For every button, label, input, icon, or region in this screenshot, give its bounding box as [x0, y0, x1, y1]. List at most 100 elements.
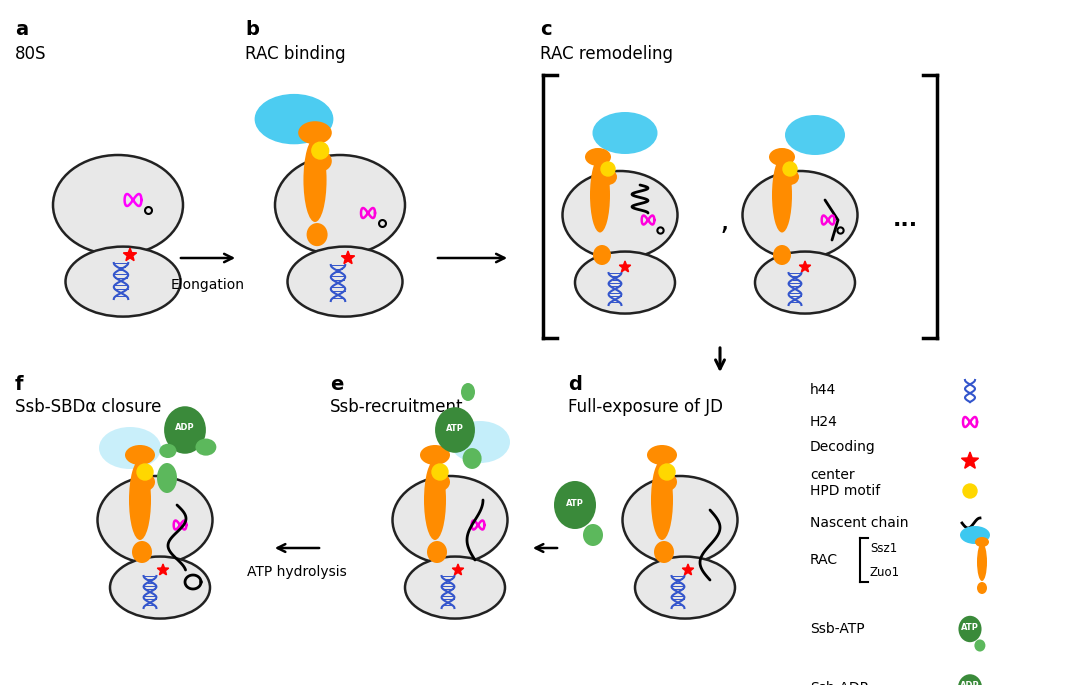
Polygon shape [341, 251, 354, 264]
Text: ATP hydrolysis: ATP hydrolysis [247, 565, 347, 579]
Text: HPD motif: HPD motif [810, 484, 880, 498]
Ellipse shape [462, 448, 482, 469]
Ellipse shape [635, 556, 735, 619]
Ellipse shape [977, 543, 987, 581]
Ellipse shape [157, 463, 177, 493]
Circle shape [312, 142, 328, 159]
Ellipse shape [593, 245, 611, 265]
Ellipse shape [160, 444, 176, 458]
Text: d: d [568, 375, 582, 394]
Ellipse shape [255, 94, 334, 145]
Text: Nascent chain: Nascent chain [810, 516, 908, 530]
Ellipse shape [427, 541, 447, 563]
Ellipse shape [430, 473, 450, 491]
Ellipse shape [66, 247, 180, 316]
Ellipse shape [657, 473, 677, 491]
Text: Elongation: Elongation [171, 278, 245, 292]
Ellipse shape [958, 616, 982, 643]
Ellipse shape [769, 148, 795, 166]
Text: a: a [15, 20, 28, 39]
Polygon shape [799, 261, 811, 272]
Ellipse shape [975, 537, 989, 547]
Ellipse shape [53, 155, 183, 255]
Text: Ssb-ATP: Ssb-ATP [810, 622, 865, 636]
Text: e: e [330, 375, 343, 394]
Circle shape [137, 464, 153, 480]
Text: ATP: ATP [566, 499, 584, 508]
Polygon shape [961, 452, 978, 469]
Ellipse shape [99, 427, 161, 469]
Ellipse shape [647, 445, 677, 465]
Ellipse shape [435, 407, 475, 453]
Ellipse shape [303, 138, 326, 222]
Ellipse shape [654, 541, 674, 563]
Ellipse shape [958, 674, 982, 685]
Ellipse shape [97, 476, 213, 564]
Polygon shape [158, 564, 168, 575]
Circle shape [783, 162, 797, 176]
Text: Ssz1: Ssz1 [870, 542, 897, 554]
Text: RAC binding: RAC binding [245, 45, 346, 63]
Text: 80S: 80S [15, 45, 46, 63]
Text: Ssb-recruitment: Ssb-recruitment [330, 398, 463, 416]
Text: ATP: ATP [446, 423, 464, 432]
Ellipse shape [195, 438, 216, 456]
Ellipse shape [575, 251, 675, 314]
Text: ADP: ADP [175, 423, 194, 432]
Ellipse shape [785, 115, 845, 155]
Ellipse shape [781, 169, 799, 185]
Ellipse shape [974, 640, 985, 651]
Ellipse shape [563, 171, 677, 259]
Ellipse shape [307, 223, 327, 246]
Circle shape [963, 484, 977, 498]
Ellipse shape [622, 476, 738, 564]
Ellipse shape [585, 148, 611, 166]
Text: ...: ... [892, 210, 918, 230]
Ellipse shape [392, 476, 508, 564]
Text: Full-exposure of JD: Full-exposure of JD [568, 398, 723, 416]
Ellipse shape [164, 406, 206, 453]
Ellipse shape [772, 158, 792, 232]
Ellipse shape [743, 171, 858, 259]
Text: H24: H24 [810, 415, 838, 429]
Ellipse shape [405, 556, 505, 619]
Ellipse shape [110, 556, 210, 619]
Ellipse shape [450, 421, 510, 463]
Ellipse shape [583, 524, 603, 546]
Ellipse shape [125, 445, 156, 465]
Ellipse shape [651, 460, 673, 540]
Circle shape [600, 162, 615, 176]
Circle shape [659, 464, 675, 480]
Polygon shape [453, 564, 463, 575]
Ellipse shape [599, 169, 617, 185]
Ellipse shape [298, 121, 332, 145]
Text: f: f [15, 375, 24, 394]
Text: ADP: ADP [960, 680, 980, 685]
Ellipse shape [773, 245, 791, 265]
Text: Ssb-SBDα closure: Ssb-SBDα closure [15, 398, 161, 416]
Ellipse shape [424, 460, 446, 540]
Polygon shape [683, 564, 693, 575]
Text: c: c [540, 20, 552, 39]
Text: RAC: RAC [810, 553, 838, 567]
Ellipse shape [593, 112, 658, 154]
Ellipse shape [420, 445, 450, 465]
Text: RAC remodeling: RAC remodeling [540, 45, 673, 63]
Text: center: center [810, 468, 854, 482]
Circle shape [432, 464, 448, 480]
Text: Decoding: Decoding [810, 440, 876, 454]
Ellipse shape [309, 151, 332, 172]
Ellipse shape [135, 473, 156, 491]
Text: ATP: ATP [961, 623, 978, 632]
Ellipse shape [554, 481, 596, 529]
Ellipse shape [977, 582, 987, 594]
Ellipse shape [132, 541, 152, 563]
Ellipse shape [129, 460, 151, 540]
Polygon shape [619, 261, 631, 272]
Polygon shape [123, 248, 137, 261]
Ellipse shape [275, 155, 405, 255]
Ellipse shape [755, 251, 855, 314]
Text: ,: , [719, 206, 729, 234]
Text: b: b [245, 20, 259, 39]
Ellipse shape [960, 526, 990, 544]
